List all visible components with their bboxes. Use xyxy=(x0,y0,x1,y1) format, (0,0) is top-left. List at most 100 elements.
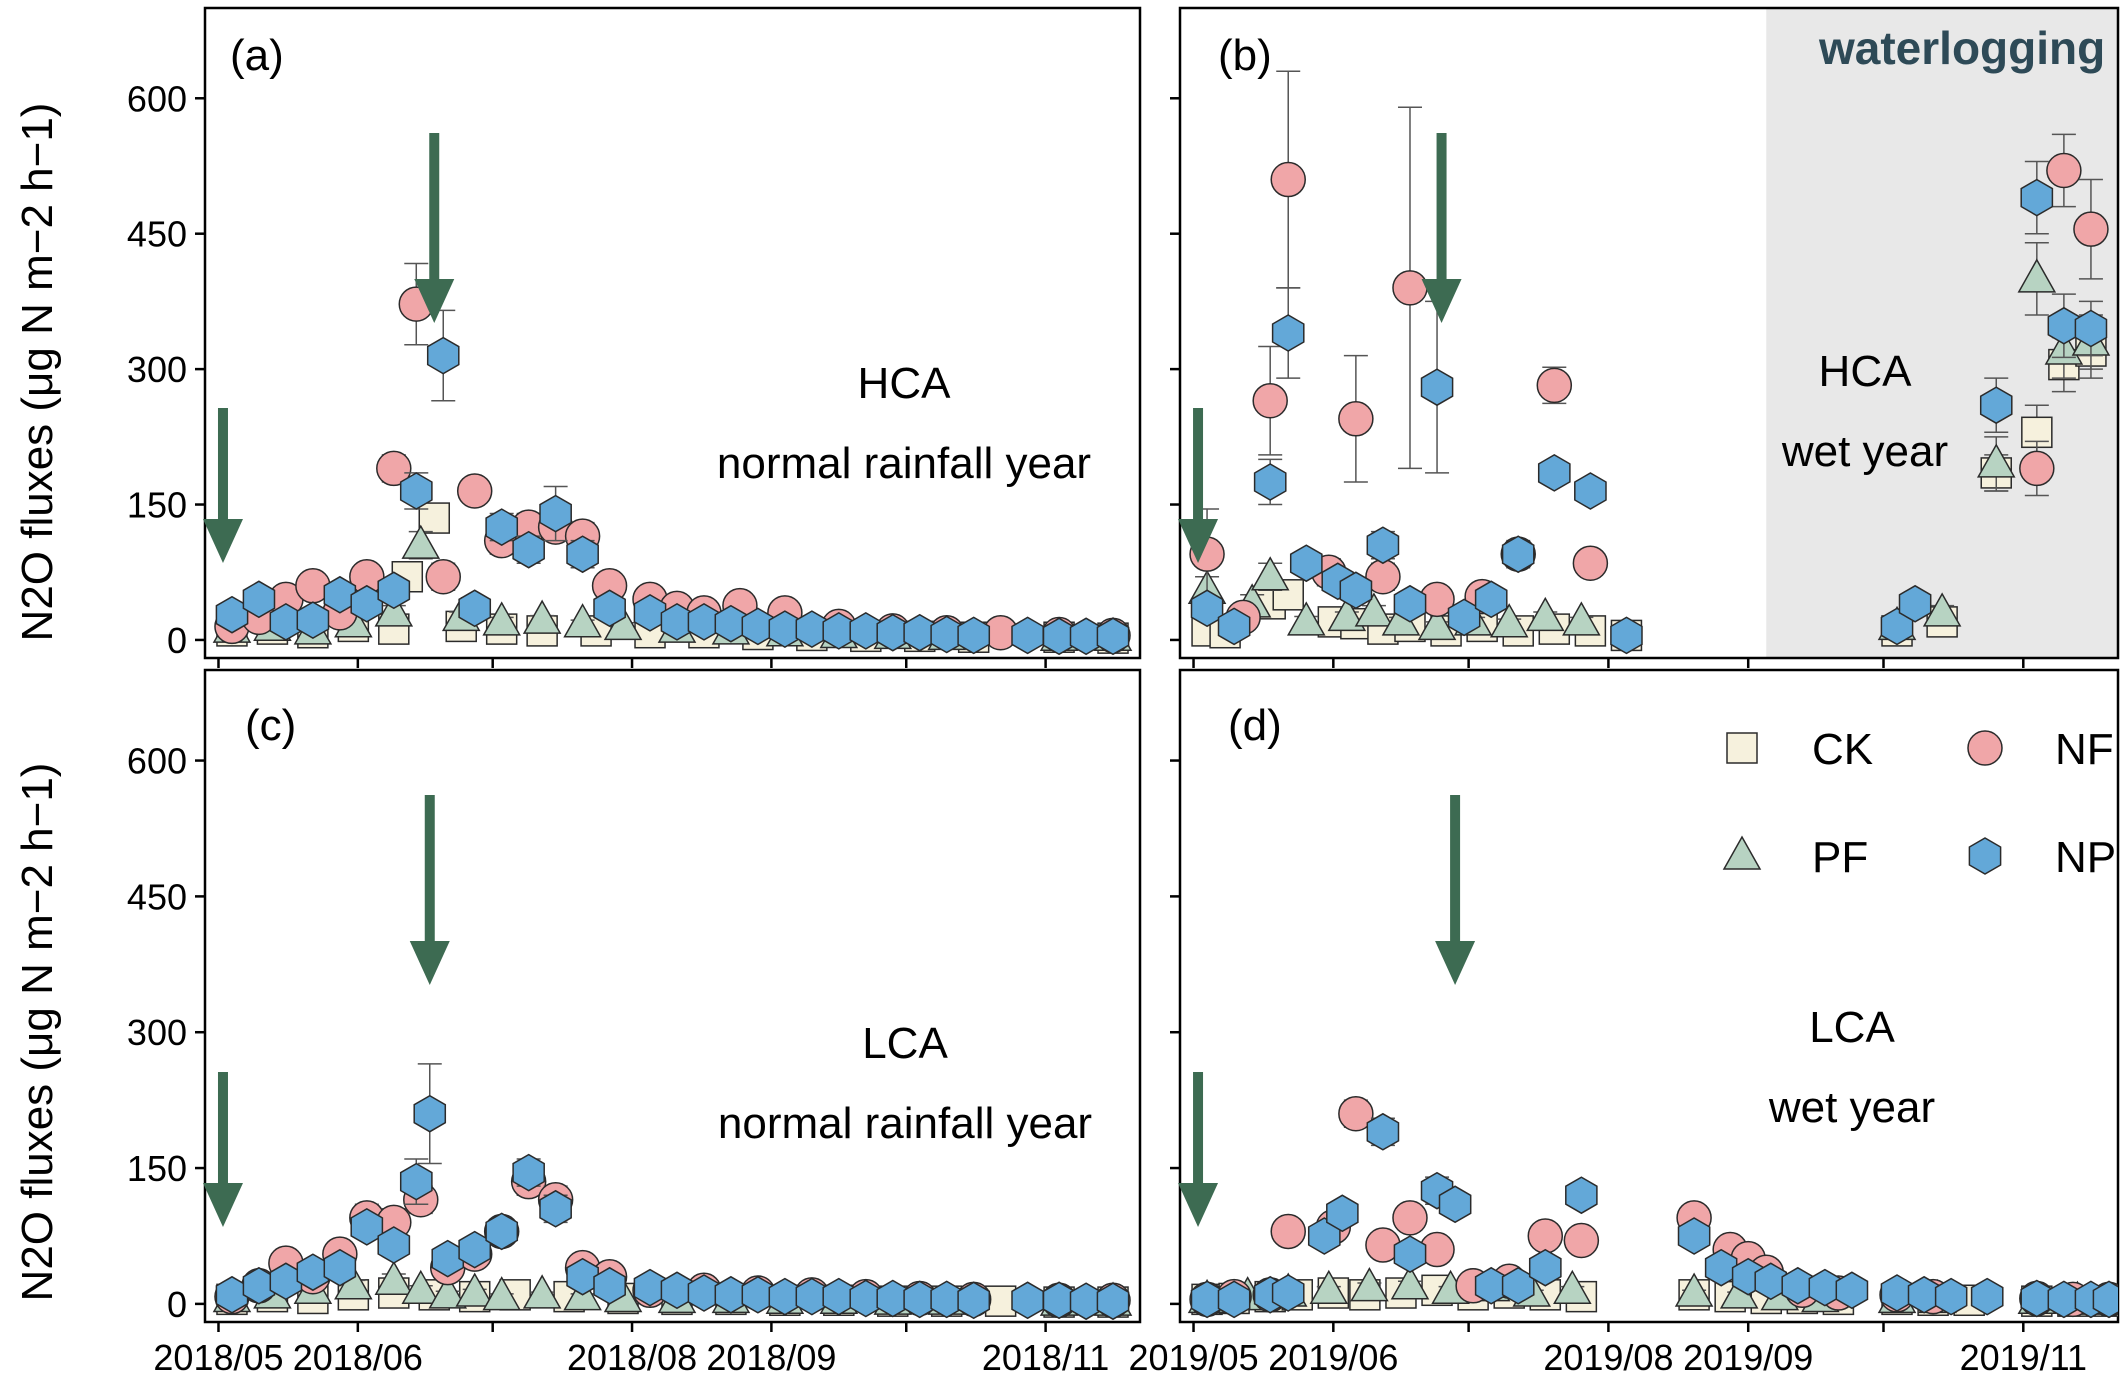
data-layer xyxy=(212,1063,1133,1321)
point-pf xyxy=(401,524,441,559)
y-tick-label: 150 xyxy=(127,485,187,526)
point-pf xyxy=(1562,601,1601,636)
plot-frame xyxy=(203,668,1142,1324)
point-nf xyxy=(425,559,461,595)
y-tick-label: 600 xyxy=(127,741,187,782)
series-np xyxy=(215,309,1130,656)
point-np xyxy=(2020,178,2054,217)
y-tick-label: 0 xyxy=(167,1284,187,1325)
panel-label: (c) xyxy=(245,701,296,750)
panel-label: (d) xyxy=(1228,701,1282,750)
point-pf xyxy=(428,1274,468,1309)
point-pf xyxy=(1350,1267,1389,1302)
series-np xyxy=(1190,160,2108,655)
point-np xyxy=(1271,1274,1305,1312)
waterlogging-label: waterlogging xyxy=(1818,22,2105,74)
plot-frame xyxy=(1178,6,2120,660)
condition-label: normal rainfall year xyxy=(718,1099,1092,1148)
point-np xyxy=(539,1189,572,1228)
data-layer xyxy=(1187,1095,2118,1319)
panel-d: 2019/05 2019/06 2019/08 2019/09 2019/11 (d) LC… xyxy=(1128,668,2120,1378)
point-np xyxy=(1677,1217,1711,1255)
point-pf xyxy=(1327,596,1367,632)
legend: CK NF PF NP xyxy=(1722,725,2116,882)
legend-item-nf: NF xyxy=(1967,725,2114,774)
point-nf xyxy=(1338,401,1374,437)
panel-b: waterlogging (b) HCA wet year xyxy=(1170,6,2120,668)
point-np xyxy=(1366,526,1400,565)
legend-marker-ck xyxy=(1726,732,1758,764)
panel-label: (b) xyxy=(1218,31,1272,80)
point-np xyxy=(1366,1112,1400,1151)
legend-marker-np xyxy=(1968,837,2002,875)
point-pf xyxy=(2017,258,2057,293)
point-nf xyxy=(2019,450,2055,487)
point-np xyxy=(1253,463,1287,501)
y-tick-label: 300 xyxy=(127,1012,187,1053)
point-np xyxy=(350,1208,384,1246)
point-np xyxy=(1096,617,1130,656)
point-np xyxy=(1934,1277,1968,1316)
point-np xyxy=(426,336,460,375)
point-pf xyxy=(1553,1269,1592,1305)
point-np xyxy=(1528,1248,1562,1287)
x-tick-label: 2018/08 xyxy=(567,1337,697,1378)
point-np xyxy=(593,1266,626,1305)
point-pf xyxy=(1354,592,1394,627)
x-tick-label: 2018/06 xyxy=(293,1337,423,1378)
y-tick-label: 450 xyxy=(127,214,187,255)
data-layer xyxy=(212,262,1133,656)
legend-label: PF xyxy=(1812,833,1868,882)
point-np xyxy=(1420,368,1454,407)
point-pf xyxy=(482,1276,521,1311)
point-np xyxy=(593,589,626,628)
x-tick-label: 2018/05 xyxy=(153,1337,283,1378)
point-pf xyxy=(1286,601,1326,636)
site-label: LCA xyxy=(862,1019,948,1068)
point-np xyxy=(1704,1248,1738,1287)
point-np xyxy=(1096,1282,1130,1321)
point-np xyxy=(1011,616,1044,655)
point-np xyxy=(1326,1194,1359,1233)
point-np xyxy=(1393,584,1427,623)
y-tick-label: 150 xyxy=(127,1148,187,1189)
legend-item-ck: CK xyxy=(1726,725,1873,774)
point-np xyxy=(1271,314,1305,352)
point-pf xyxy=(1309,1269,1349,1305)
point-nf xyxy=(1563,1222,1600,1259)
arrow-1 xyxy=(202,408,243,563)
point-np xyxy=(1754,1262,1788,1301)
arrow-2 xyxy=(409,795,450,985)
legend-label: NP xyxy=(2055,833,2116,882)
point-np xyxy=(399,1162,433,1201)
point-np xyxy=(1898,584,1932,623)
point-np xyxy=(1970,1277,2004,1316)
y-tick-label: 0 xyxy=(167,620,187,661)
point-np xyxy=(2074,309,2108,348)
point-np xyxy=(566,535,599,574)
legend-item-pf: PF xyxy=(1722,833,1868,882)
y-axis-label-bottom: N2O fluxes (μg N m−2 h−1) xyxy=(13,763,62,1302)
point-np xyxy=(2092,1280,2118,1319)
point-pf xyxy=(1390,1265,1430,1300)
point-pf xyxy=(482,601,521,636)
point-nf xyxy=(2046,152,2082,189)
point-np xyxy=(1011,1281,1044,1320)
point-np xyxy=(485,508,519,546)
panel-c: 0 150 300 450 600 2018/05 2018/06 2018/08 2018/0… xyxy=(127,668,1142,1378)
point-np xyxy=(1190,589,1224,628)
point-np xyxy=(957,1281,991,1320)
point-np xyxy=(1565,1176,1598,1215)
plot-frame xyxy=(203,6,1142,660)
point-nf xyxy=(456,473,493,509)
point-np xyxy=(1979,386,2013,425)
point-pf xyxy=(1976,443,2016,478)
point-ck xyxy=(418,502,451,534)
panel-label: (a) xyxy=(230,31,284,80)
point-np xyxy=(1574,472,1607,510)
point-np xyxy=(458,589,492,628)
legend-label: NF xyxy=(2055,725,2114,774)
point-pf xyxy=(522,1274,562,1309)
condition-label: wet year xyxy=(1781,427,1948,476)
